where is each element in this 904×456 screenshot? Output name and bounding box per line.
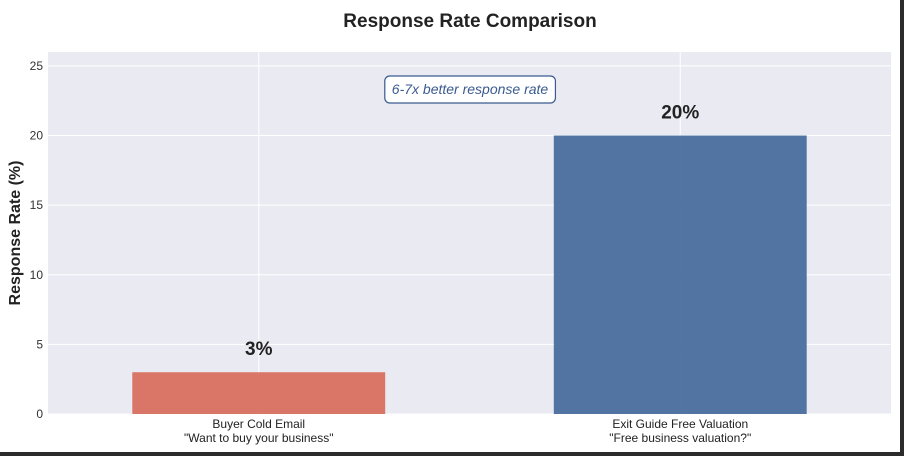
- y-tick-label: 10: [30, 268, 44, 282]
- y-tick-label: 25: [30, 59, 44, 73]
- data-label: 20%: [661, 103, 699, 124]
- x-tick-label: Buyer Cold Email: [212, 417, 305, 431]
- y-tick-label: 5: [36, 337, 43, 351]
- bar: [132, 372, 386, 414]
- bar: [553, 135, 807, 415]
- y-tick-label: 20: [30, 129, 44, 143]
- y-tick-label: 15: [30, 198, 44, 212]
- y-axis-label: Response Rate (%): [7, 161, 24, 306]
- annotation-text: 6-7x better response rate: [392, 81, 549, 97]
- x-tick-label: "Want to buy your business": [184, 431, 333, 445]
- data-label: 3%: [245, 339, 273, 360]
- x-tick-label: Exit Guide Free Valuation: [612, 417, 748, 431]
- y-tick-label: 0: [36, 407, 43, 421]
- chart-title: Response Rate Comparison: [343, 11, 596, 32]
- x-tick-label: "Free business valuation?": [609, 431, 751, 445]
- annotation-box: [384, 75, 557, 104]
